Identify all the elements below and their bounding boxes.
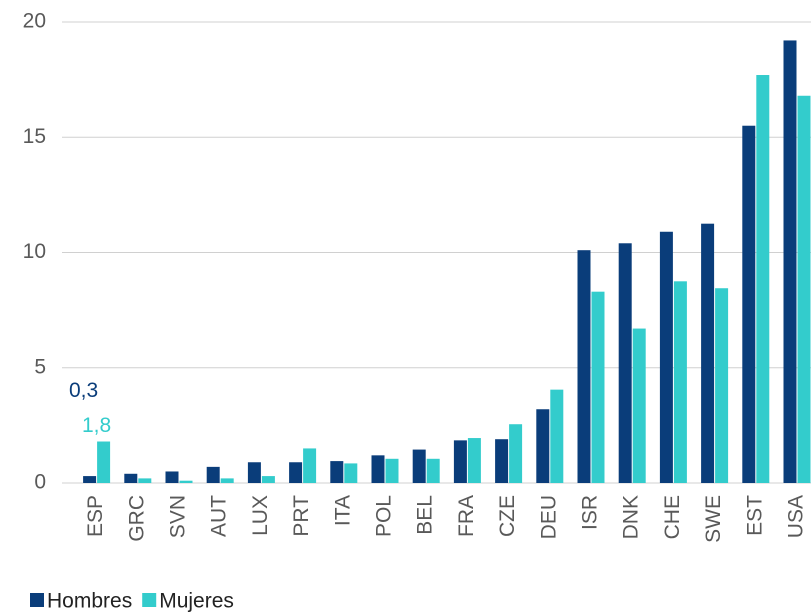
x-tick-label: CZE: [496, 495, 519, 537]
x-tick-label: CHE: [661, 495, 684, 539]
y-tick-label: 15: [23, 125, 46, 148]
bar: [412, 449, 426, 483]
bar: [303, 448, 317, 483]
bar: [632, 328, 646, 483]
x-tick-label: GRC: [125, 495, 148, 542]
bar: [453, 440, 467, 483]
x-tick-label: ESP: [84, 495, 107, 537]
data-label: 1,8: [82, 414, 111, 437]
y-tick-label: 5: [34, 355, 46, 378]
bar: [289, 462, 303, 483]
bar: [138, 478, 152, 483]
bar: [179, 480, 193, 483]
x-tick-label: EST: [743, 495, 766, 536]
bar: [509, 424, 523, 483]
bar: [659, 231, 673, 483]
legend-swatch: [30, 593, 44, 607]
x-tick-label: DEU: [537, 495, 560, 539]
bar: [426, 458, 440, 483]
bar: [742, 125, 756, 483]
y-tick-label: 20: [23, 10, 46, 33]
bar: [124, 473, 138, 483]
bar: [165, 471, 179, 483]
bar: [715, 288, 729, 483]
x-tick-label: ITA: [331, 495, 354, 526]
y-tick-label: 10: [23, 240, 46, 263]
bar: [495, 439, 509, 483]
bar: [673, 281, 687, 483]
data-label: 0,3: [69, 379, 98, 402]
x-tick-label: PRT: [290, 495, 313, 537]
x-tick-label: BEL: [414, 495, 437, 535]
y-tick-label: 0: [34, 471, 46, 494]
bar: [701, 223, 715, 483]
bar: [783, 40, 797, 483]
legend-swatch: [142, 593, 157, 607]
bar: [550, 389, 564, 483]
bar: [756, 75, 770, 483]
bar: [536, 409, 550, 483]
bar: [83, 476, 97, 483]
bar: [371, 455, 385, 483]
bar: [591, 291, 605, 483]
bar: [330, 461, 344, 483]
bar: [385, 458, 399, 483]
bar: [577, 250, 591, 483]
bar: [261, 476, 275, 483]
legend-label: Mujeres: [159, 590, 234, 613]
bar: [206, 466, 220, 483]
bar: [618, 243, 632, 483]
x-tick-label: POL: [373, 495, 396, 537]
bar: [797, 95, 811, 483]
x-tick-label: FRA: [455, 495, 478, 537]
legend-label: Hombres: [47, 590, 132, 613]
x-tick-label: SVN: [167, 495, 190, 538]
x-tick-label: LUX: [249, 495, 272, 536]
x-tick-label: ISR: [579, 495, 602, 530]
bar: [247, 462, 261, 483]
bar: [97, 441, 111, 483]
bar: [220, 478, 234, 483]
bar: [467, 438, 481, 483]
x-tick-label: USA: [785, 495, 808, 538]
x-tick-label: AUT: [208, 495, 231, 537]
x-tick-label: SWE: [702, 495, 725, 543]
bar: [344, 463, 358, 483]
x-tick-label: DNK: [620, 495, 643, 539]
